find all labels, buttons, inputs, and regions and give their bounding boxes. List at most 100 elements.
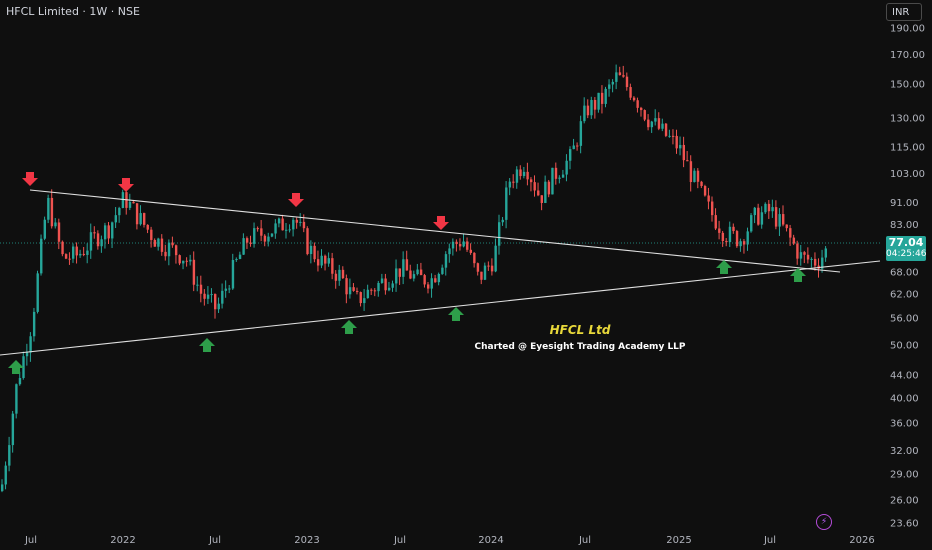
candle-body [732, 226, 735, 232]
candle-body [750, 215, 753, 232]
candle-body [792, 237, 796, 244]
candle-body [643, 110, 646, 120]
candle-body [345, 278, 348, 295]
candle-body [501, 219, 504, 223]
candle-body [671, 135, 675, 137]
buy-arrow-icon[interactable] [448, 307, 464, 321]
candle-body [270, 233, 274, 237]
candle-body [245, 238, 249, 243]
sell-arrow-icon[interactable] [288, 193, 304, 207]
candle-body [498, 222, 501, 246]
candle-body [334, 273, 338, 281]
candle-body [306, 228, 309, 255]
candle-body [480, 271, 483, 280]
candle-body [813, 258, 817, 266]
candle-body [217, 303, 220, 310]
buy-arrow-icon[interactable] [790, 268, 806, 282]
price-tick-label: 56.00 [890, 313, 919, 324]
candle-body [206, 294, 210, 299]
candle-body [430, 278, 433, 289]
candle-body [767, 203, 771, 212]
candle-body [622, 75, 625, 77]
sell-arrow-icon[interactable] [118, 178, 134, 192]
candle-body [341, 269, 345, 279]
candle-body [36, 273, 39, 312]
price-tick-label: 23.60 [890, 519, 919, 530]
candle-body [363, 298, 366, 304]
candle-body [661, 123, 664, 129]
candle-body [40, 238, 43, 274]
sell-arrow-icon[interactable] [22, 172, 38, 186]
candle-body [68, 258, 71, 260]
candle-body [735, 231, 739, 247]
buy-arrow-icon[interactable] [199, 338, 215, 352]
candle-body [746, 231, 749, 245]
time-tick-label: 2023 [294, 535, 319, 546]
candle-body [82, 253, 86, 255]
annotation-subtitle: Charted @ Eyesight Trading Academy LLP [474, 342, 686, 352]
candle-body [405, 259, 409, 271]
candle-body [554, 167, 558, 179]
candle-body [4, 465, 7, 485]
candle-body [590, 99, 593, 116]
candle-body [178, 255, 181, 264]
candle-body [32, 311, 36, 337]
time-tick-label: Jul [763, 535, 776, 546]
lightning-icon[interactable]: ⚡ [816, 514, 832, 530]
candle-body [490, 265, 494, 272]
annotation-title: HFCL Ltd [549, 323, 611, 337]
candle-body [703, 186, 707, 196]
candle-body [483, 265, 487, 280]
time-axis[interactable]: Jul 2022 Jul 2023 Jul 2024 Jul 2025 Jul 2026 [24, 535, 875, 546]
candle-body [302, 221, 306, 229]
candle-body [22, 356, 25, 379]
candle-body [533, 182, 536, 191]
candle-body [604, 88, 607, 104]
buy-arrow-icon[interactable] [8, 360, 24, 374]
candle-body [810, 258, 813, 260]
candle-body [742, 241, 746, 245]
candle-body [89, 232, 93, 251]
candle-body [824, 248, 827, 258]
candle-body [806, 254, 810, 260]
candle-body [114, 215, 117, 223]
upper-trendline[interactable] [29, 189, 841, 273]
candle-body [221, 290, 224, 304]
candle-body [135, 203, 139, 225]
currency-button[interactable]: INR [886, 3, 922, 21]
candle-body [412, 274, 416, 279]
candle-body [558, 177, 561, 179]
candle-body [611, 81, 614, 85]
candle-body [519, 169, 522, 177]
price-axis[interactable]: 190.00 170.00 150.00 130.00 115.00 103.00 91.0… [890, 24, 925, 530]
candle-body [686, 160, 689, 162]
candle-body [696, 170, 700, 182]
candle-body [320, 255, 323, 266]
buy-arrow-icon[interactable] [716, 260, 732, 274]
candle-body [387, 287, 391, 291]
buy-arrow-icon[interactable] [341, 320, 357, 334]
candle-body [476, 263, 480, 272]
candle-body [444, 254, 448, 268]
candle-body [569, 149, 572, 161]
price-tick-label: 190.00 [890, 24, 925, 35]
candle-body [657, 118, 661, 129]
candle-body [253, 228, 256, 244]
candle-body [618, 72, 622, 76]
candle-body [299, 221, 302, 223]
candle-body [728, 226, 732, 243]
candle-body [260, 228, 263, 236]
candle-body [8, 445, 11, 466]
candle-body [526, 171, 529, 180]
candle-body [796, 243, 799, 259]
price-tick-label: 130.00 [890, 114, 925, 125]
sell-arrow-icon[interactable] [433, 216, 449, 230]
candle-body [799, 252, 803, 259]
candle-body [647, 119, 650, 128]
candle-body [466, 241, 469, 250]
candle-body [561, 174, 565, 178]
time-tick-label: Jul [393, 535, 406, 546]
lower-trendline[interactable] [0, 260, 881, 356]
candle-body [203, 293, 206, 299]
